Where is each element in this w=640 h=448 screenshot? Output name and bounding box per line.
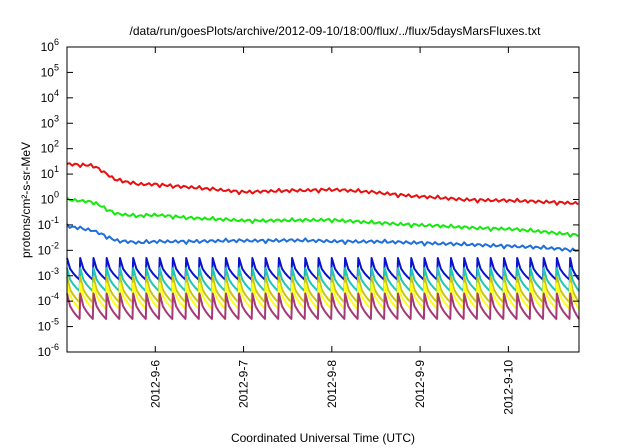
series-line-7 [66, 282, 580, 310]
y-tick-label: 101 [41, 164, 59, 181]
y-tick-label: 10-6 [38, 342, 59, 359]
x-axis: 2012-9-6 2012-9-7 2012-9-8 2012-9-9 2012-9-1… [148, 47, 515, 415]
series-line-4 [66, 257, 580, 281]
y-tick-exponent: 2 [54, 139, 59, 149]
y-tick-label: 102 [41, 139, 59, 156]
series-line-8 [66, 292, 580, 320]
y-tick-label: 106 [41, 37, 59, 54]
x-axis-label: Coordinated Universal Time (UTC) [231, 431, 415, 445]
y-tick-base: 10 [38, 269, 52, 283]
y-axis-label: protons/cm²-s-sr-MeV [19, 142, 33, 258]
y-tick-exponent: -1 [51, 215, 59, 225]
y-tick-base: 10 [41, 91, 55, 105]
y-tick-exponent: -4 [51, 291, 59, 301]
x-tick-label: 2012-9-6 [148, 360, 162, 408]
x-tick-label: 2012-9-10 [501, 360, 515, 415]
x-tick-label: 2012-9-7 [237, 360, 251, 408]
y-tick-exponent: -5 [51, 317, 59, 327]
series-line-3 [66, 223, 579, 253]
series-line-6 [66, 275, 580, 304]
y-tick-base: 10 [41, 193, 55, 207]
y-tick-label: 105 [41, 62, 59, 79]
y-tick-label: 100 [41, 190, 59, 207]
y-tick-exponent: 4 [54, 88, 59, 98]
y-tick-label: 10-2 [38, 240, 59, 257]
y-tick-exponent: 6 [54, 37, 59, 47]
y-tick-base: 10 [38, 294, 52, 308]
y-tick-label: 10-4 [38, 291, 59, 308]
y-tick-exponent: 3 [54, 113, 59, 123]
y-tick-base: 10 [38, 345, 52, 359]
y-tick-label: 103 [41, 113, 59, 130]
y-tick-label: 10-1 [38, 215, 59, 232]
y-axis: 10-610-510-410-310-210-11001011021031041… [38, 37, 579, 359]
series-line-5 [66, 267, 580, 293]
y-tick-base: 10 [41, 116, 55, 130]
plot-frame [66, 46, 580, 353]
x-tick-label: 2012-9-9 [413, 360, 427, 408]
y-tick-label: 10-3 [38, 266, 59, 283]
y-tick-exponent: -2 [51, 240, 59, 250]
series-line-1 [66, 162, 579, 206]
y-tick-base: 10 [41, 142, 55, 156]
series-line-2 [66, 196, 579, 238]
y-tick-base: 10 [38, 218, 52, 232]
y-tick-exponent: 0 [54, 190, 59, 200]
y-tick-base: 10 [38, 320, 52, 334]
y-tick-exponent: -6 [51, 342, 59, 352]
y-tick-exponent: 5 [54, 62, 59, 72]
y-tick-label: 10-5 [38, 317, 59, 334]
y-tick-base: 10 [41, 65, 55, 79]
y-tick-exponent: 1 [54, 164, 59, 174]
y-tick-exponent: -3 [51, 266, 59, 276]
y-tick-base: 10 [41, 40, 55, 54]
series-layer [66, 162, 580, 320]
y-tick-label: 104 [41, 88, 59, 105]
y-tick-base: 10 [41, 167, 55, 181]
y-tick-base: 10 [38, 243, 52, 257]
chart-title: /data/run/goesPlots/archive/2012-09-10/1… [130, 24, 542, 38]
x-tick-label: 2012-9-8 [325, 360, 339, 408]
